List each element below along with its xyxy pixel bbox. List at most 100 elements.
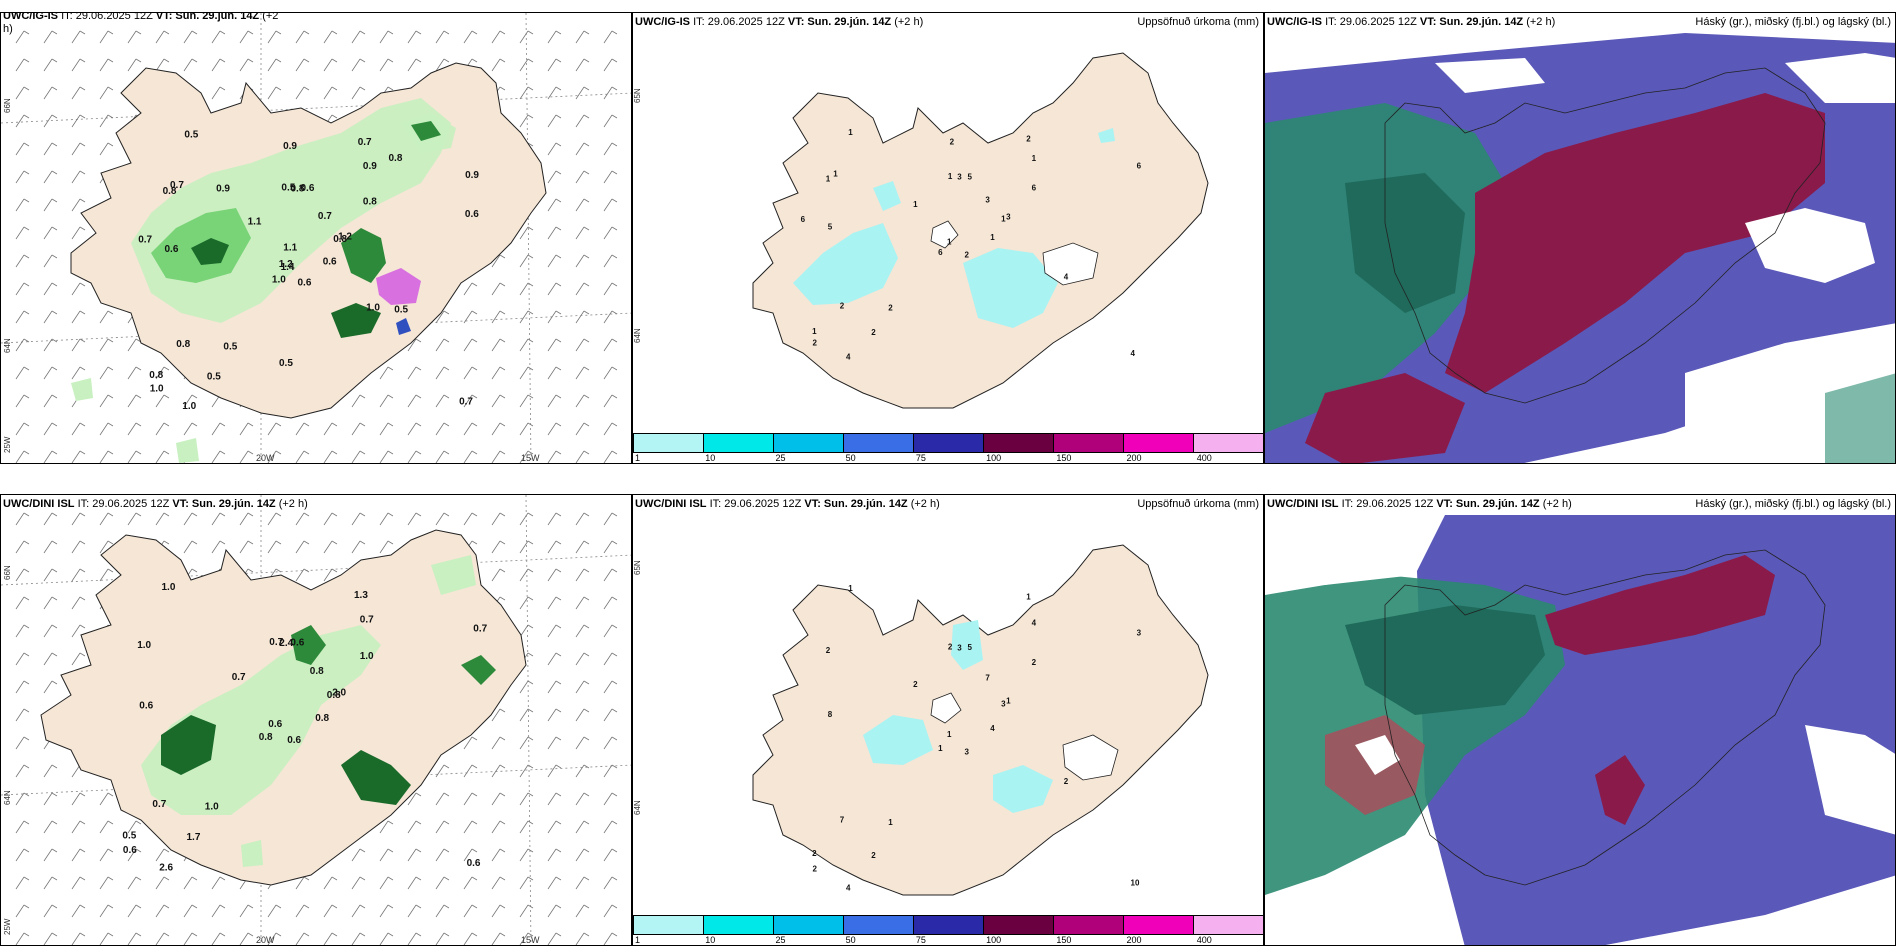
wind-barb: [491, 792, 501, 806]
colorbar-tick: 75: [915, 935, 926, 945]
wind-barb: [155, 512, 165, 526]
precip-value-label: 2: [913, 680, 918, 689]
wind-barb: [15, 282, 25, 296]
wind-barb: [519, 820, 529, 834]
precip-value-label: 0.8: [363, 196, 377, 207]
wind-barb: [71, 422, 81, 436]
wind-barb: [379, 422, 389, 436]
wind-barb: [127, 422, 137, 436]
wind-barb: [239, 58, 249, 72]
precip-value-label: 0.6: [290, 638, 304, 649]
wind-barb: [491, 708, 501, 722]
wind-barb: [491, 876, 501, 890]
panel-4-header: UWC/DINI ISL IT: 29.06.2025 12Z VT: Sun.…: [3, 498, 308, 511]
colorbar-segment: [844, 434, 914, 452]
wind-barb: [435, 764, 445, 778]
wind-barb: [15, 170, 25, 184]
wind-barb: [99, 512, 109, 526]
colorbar-segment: [1054, 916, 1124, 934]
valid-time: VT: Sun. 29.jún. 14Z: [155, 12, 260, 22]
wind-barb: [71, 820, 81, 834]
colorbar-tick: 150: [1056, 935, 1072, 945]
panel-2-header: UWC/IG-IS IT: 29.06.2025 12Z VT: Sun. 29…: [635, 16, 923, 29]
precip-value-label: 1: [826, 175, 831, 184]
wind-barb: [407, 338, 417, 352]
wind-barb: [239, 450, 249, 463]
wind-barb: [603, 254, 613, 268]
wind-barb: [295, 86, 305, 100]
wind-barb: [127, 512, 137, 526]
wind-barb: [575, 254, 585, 268]
wind-barb: [155, 394, 165, 408]
precip-value-label: 0.7: [360, 614, 374, 625]
wind-barb: [491, 422, 501, 436]
precip-value-label: 0.7: [358, 137, 372, 148]
lon-label-15: 15W: [521, 935, 540, 945]
wind-barb: [603, 876, 613, 890]
wind-barb: [323, 932, 333, 945]
colorbar-segment: [984, 916, 1054, 934]
wind-barb: [295, 568, 305, 582]
wind-barb: [547, 708, 557, 722]
valid-time: VT: Sun. 29.jún. 14Z: [1436, 498, 1540, 510]
wind-barb: [211, 540, 221, 554]
model-name: UWC/DINI ISL: [3, 498, 75, 510]
wind-barb: [603, 708, 613, 722]
precip-value-label: 7: [840, 815, 845, 824]
wind-barb: [351, 876, 361, 890]
wind-barb: [491, 904, 501, 918]
init-time: IT: 29.06.2025 12Z: [61, 12, 153, 22]
model-name: UWC/IG-IS: [1267, 16, 1322, 28]
wind-barb: [603, 58, 613, 72]
wind-barb: [575, 848, 585, 862]
precip-value-label: 0.7: [459, 396, 473, 407]
wind-barb: [15, 652, 25, 666]
wind-barb: [575, 764, 585, 778]
wind-barb: [267, 512, 277, 526]
wind-barb: [463, 848, 473, 862]
colorbar-segment: [984, 434, 1054, 452]
wind-barb: [379, 540, 389, 554]
precip-value-label: 1.7: [187, 832, 201, 843]
wind-barb: [99, 568, 109, 582]
wind-barb: [547, 310, 557, 324]
wind-barb: [43, 338, 53, 352]
wind-barb: [211, 58, 221, 72]
wind-barb: [519, 904, 529, 918]
init-time: IT: 29.06.2025 12Z: [709, 498, 802, 510]
valid-time: VT: Sun. 29.jún. 14Z: [172, 498, 276, 510]
wind-barb: [519, 876, 529, 890]
wind-barb: [15, 736, 25, 750]
wind-barb: [15, 904, 25, 918]
precip-value-label: 2: [888, 304, 893, 313]
wind-barb: [71, 652, 81, 666]
precip-value-label: 1: [848, 128, 853, 137]
lat-label-64: 64N: [633, 328, 642, 343]
precip-value-label: 0.8: [163, 186, 177, 197]
wind-barb: [491, 394, 501, 408]
wind-barb: [15, 512, 25, 526]
wind-barb: [183, 512, 193, 526]
wind-barb: [351, 540, 361, 554]
wind-barb: [43, 170, 53, 184]
wind-barb: [155, 876, 165, 890]
wind-barb: [267, 422, 277, 436]
panel-ig-is-precip-wind: 0.6 0.8 1.4 0.8 0.8 0.5 0.7 0.6 0.9 0.6 0.5 0.7 0.6 0…: [0, 12, 632, 464]
wind-barb: [43, 932, 53, 945]
precip-value-label: 3: [1001, 700, 1006, 709]
wind-barb: [547, 142, 557, 156]
wind-barb: [99, 540, 109, 554]
wind-barb: [603, 142, 613, 156]
wind-barb: [435, 422, 445, 436]
colorbar: [633, 915, 1263, 935]
wind-barb: [43, 366, 53, 380]
wind-barb: [491, 310, 501, 324]
wind-barb: [575, 904, 585, 918]
wind-barb: [379, 450, 389, 463]
wind-barb: [99, 932, 109, 945]
wind-barb: [267, 86, 277, 100]
wind-barb: [43, 876, 53, 890]
wind-barb: [43, 142, 53, 156]
